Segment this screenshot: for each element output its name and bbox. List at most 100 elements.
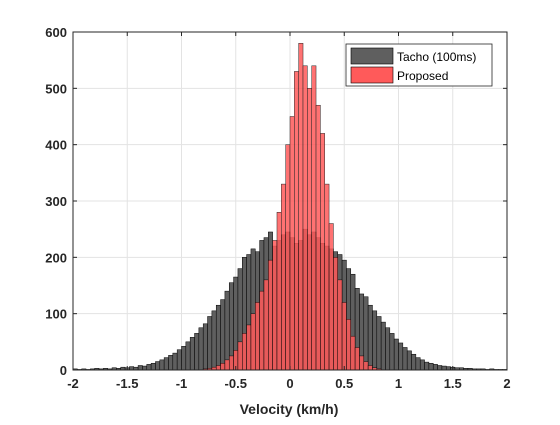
histogram-bar [385, 327, 391, 371]
histogram-bar [302, 65, 308, 371]
histogram-bar [189, 337, 195, 371]
histogram-bar [263, 279, 269, 371]
histogram-bar [129, 366, 135, 371]
histogram-bar [194, 333, 200, 371]
histogram-bar [185, 341, 191, 371]
histogram-bar [411, 353, 417, 371]
histogram-bar [298, 43, 304, 371]
histogram-bar [246, 324, 252, 371]
histogram-bar [228, 355, 234, 371]
histogram-bar [337, 279, 343, 371]
histogram-bar [242, 333, 247, 371]
y-tick-label: 200 [45, 250, 67, 265]
histogram-bar [406, 350, 412, 371]
histogram-bar [146, 364, 152, 371]
x-tick-label: -2 [67, 376, 79, 391]
legend-label-tacho: Tacho (100ms) [397, 50, 476, 64]
x-tick-label: 1.5 [444, 376, 462, 391]
histogram-bar [215, 304, 221, 371]
histogram-bar [237, 341, 243, 371]
histogram-bar [367, 365, 373, 371]
histogram-bar [215, 365, 221, 371]
histogram-bar [324, 183, 330, 371]
histogram-bar [276, 212, 282, 371]
histogram-bar [224, 359, 230, 371]
histogram-bar [255, 302, 260, 371]
histogram-bar [402, 347, 408, 371]
x-tick-label: 2 [503, 376, 510, 391]
histogram-bar [163, 357, 169, 371]
histogram-bar [346, 319, 352, 371]
histogram-bar [341, 302, 347, 371]
y-tick-label: 300 [45, 194, 67, 209]
histogram-bar [311, 65, 317, 371]
histogram-bar [359, 355, 365, 371]
histogram-bar [380, 321, 386, 371]
x-tick-label: 0.5 [335, 376, 353, 391]
histogram-bar [415, 357, 421, 371]
y-tick-label: 100 [45, 307, 67, 322]
histogram-bar [207, 316, 213, 371]
histogram-bar [259, 290, 265, 371]
histogram-bar [307, 88, 312, 371]
histogram-bar [159, 359, 165, 371]
histogram-bar [354, 347, 360, 371]
histogram-bar [285, 144, 291, 371]
tick-labels: -2 -1.5 -1 -0.5 0 0.5 1 1.5 2 0 100 200 300 400 500 600 [45, 25, 510, 391]
histogram-bar [419, 359, 425, 371]
x-tick-label: 0 [286, 376, 293, 391]
histogram-bar [350, 335, 356, 371]
histogram-bar [441, 365, 447, 371]
x-tick-label: -0.5 [225, 376, 247, 391]
x-tick-label: 1 [395, 376, 402, 391]
histogram-bar [220, 299, 226, 371]
histogram-bar [328, 223, 334, 371]
histogram-bar [445, 366, 451, 371]
bars-layer [72, 43, 508, 371]
histogram-bar [220, 362, 226, 371]
y-tick-label: 0 [60, 363, 67, 378]
histogram-bar [376, 316, 382, 371]
histogram-bar [389, 333, 395, 371]
histogram-bar [250, 313, 256, 371]
legend-swatch-proposed [350, 66, 394, 84]
legend-label-proposed: Proposed [397, 69, 448, 83]
x-tick-label: -1 [176, 376, 188, 391]
legend: Tacho (100ms) Proposed [345, 43, 493, 87]
histogram-bar [281, 183, 286, 371]
y-tick-label: 600 [45, 25, 67, 40]
histogram-bar [437, 365, 443, 371]
histogram-bar [424, 361, 430, 371]
y-tick-label: 400 [45, 138, 67, 153]
x-tick-label: -1.5 [116, 376, 138, 391]
histogram-bar [198, 327, 204, 371]
y-tick-label: 500 [45, 81, 67, 96]
histogram-bar [224, 290, 230, 371]
histogram-bar [333, 257, 338, 371]
histogram-bar [320, 133, 325, 371]
histogram-bar [202, 323, 208, 371]
histogram-bar [181, 346, 187, 371]
histogram-bar [372, 310, 378, 371]
series-proposed [202, 43, 382, 371]
histogram-bar [155, 361, 161, 371]
histogram-bar [211, 310, 217, 371]
histogram-bar [289, 116, 295, 371]
histogram-bar [172, 352, 178, 371]
histogram-bar [294, 71, 299, 371]
histogram-bar [315, 104, 321, 371]
histogram-bar [272, 240, 278, 371]
histogram-bar [142, 365, 148, 371]
histogram-bar [363, 361, 369, 371]
histogram-bar [363, 296, 369, 371]
histogram-bar [176, 349, 182, 371]
histogram-bar [168, 355, 174, 371]
histogram-bar [268, 259, 273, 371]
legend-swatch-tacho [350, 47, 394, 65]
x-axis-label: Velocity (km/h) [240, 401, 339, 417]
histogram-bar [398, 342, 404, 371]
histogram-bar [428, 362, 434, 371]
axes-layer [72, 31, 508, 371]
